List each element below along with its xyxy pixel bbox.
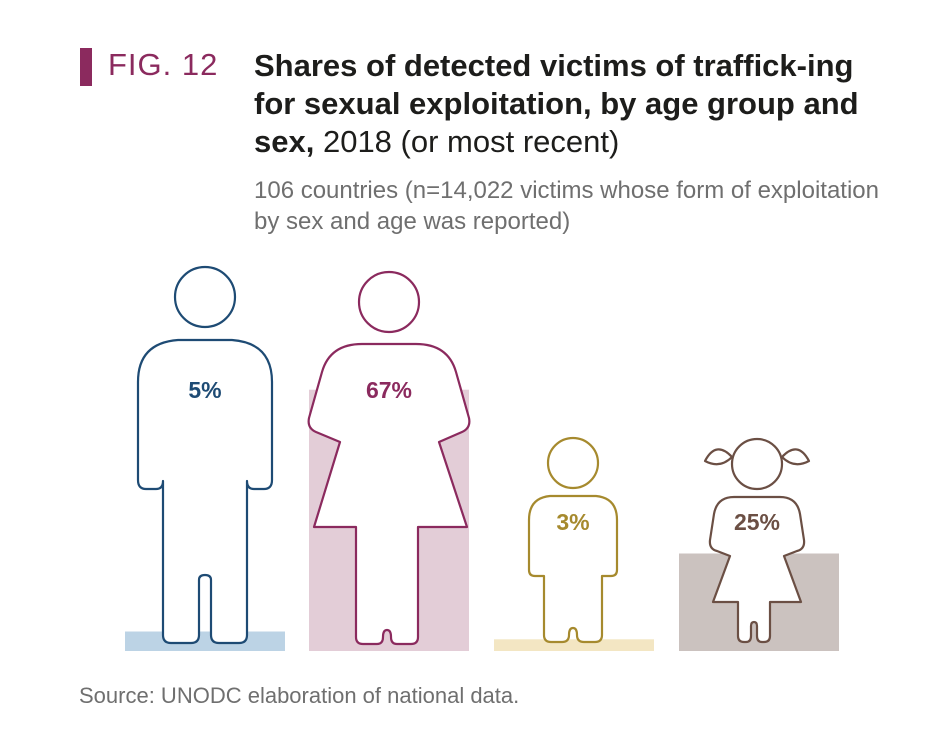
girl-icon-pigtail-left	[703, 448, 734, 466]
boy-icon-head	[546, 436, 600, 490]
bar-men	[125, 631, 285, 651]
woman-icon-body	[307, 342, 471, 646]
value-label-boys: 3%	[556, 509, 589, 535]
girl-icon-head	[730, 437, 784, 491]
chart-title-bold: Shares of detected victims of traffick-i…	[254, 48, 859, 159]
value-label-layer: 5% 67% 3% 25%	[188, 377, 780, 535]
chart-subtitle: 106 countries (n=14,022 victims whose fo…	[254, 177, 879, 235]
chart-title: Shares of detected victims of traffick-i…	[254, 47, 894, 161]
man-icon-head	[173, 265, 237, 329]
bar-boys	[494, 639, 654, 651]
value-label-men: 5%	[188, 377, 221, 403]
girl-icon-pigtail-right	[780, 448, 811, 466]
value-label-women: 67%	[366, 377, 412, 403]
boy-icon-body	[527, 494, 619, 644]
source-note: Source: UNODC elaboration of national da…	[79, 683, 520, 708]
boy-icon	[527, 436, 619, 644]
figure-marker	[80, 48, 92, 86]
woman-icon	[307, 270, 471, 646]
woman-icon-head	[357, 270, 421, 334]
value-label-girls: 25%	[734, 509, 780, 535]
chart-title-regular: 2018 (or most recent)	[314, 124, 620, 159]
man-icon	[136, 265, 274, 645]
figure-number: FIG. 12	[108, 47, 219, 82]
man-icon-body	[136, 338, 274, 645]
girl-icon-body	[708, 495, 806, 644]
girl-icon	[703, 437, 811, 644]
